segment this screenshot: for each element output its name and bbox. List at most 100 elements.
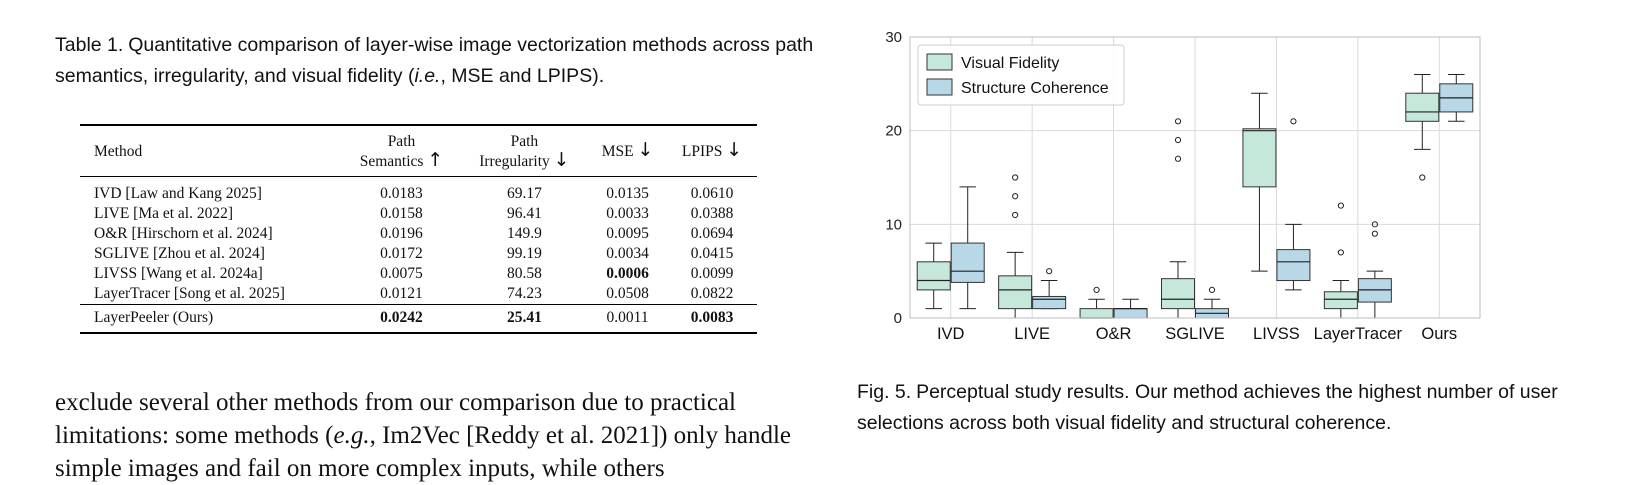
cell-lpips: 0.0822 — [690, 285, 734, 302]
cell-irregularity: 96.41 — [506, 205, 542, 222]
y-tick-label: 10 — [885, 216, 902, 233]
table-row: LayerTracer [Song et al. 2025] 0.0121 74… — [80, 284, 757, 305]
outlier-point — [1012, 174, 1019, 181]
x-tick-label: LayerTracer — [1314, 325, 1403, 343]
box-iqr — [1242, 128, 1277, 188]
cell-method: IVD [Law and Kang 2025] — [94, 185, 262, 202]
box-or-visual-fidelity — [1079, 286, 1114, 319]
boxes-layer — [916, 73, 1474, 319]
legend-frame — [917, 44, 1125, 106]
cell-semantics: 0.0172 — [380, 245, 423, 262]
cell-mse: 0.0508 — [606, 285, 649, 302]
up-arrow-icon: ↑ — [427, 148, 444, 171]
cell-irregularity: 149.9 — [506, 225, 542, 242]
box-iqr — [1405, 92, 1440, 122]
x-tick-label: LIVSS — [1253, 325, 1300, 343]
outlier-point — [1012, 193, 1019, 200]
cell-irregularity: 99.19 — [506, 245, 542, 262]
box-layertracer-structure-coherence — [1357, 221, 1392, 319]
cell-irregularity: 69.17 — [506, 185, 542, 202]
legend-label: Structure Coherence — [961, 80, 1109, 97]
table-caption-italic: i.e. — [414, 65, 441, 87]
table-header-row: Method Path Semantics ↑ Path Irregularit… — [80, 125, 757, 177]
x-tick-label: LIVE — [1014, 325, 1050, 343]
outlier-point — [1337, 249, 1344, 256]
header-path-irregularity-line2: Irregularity — [479, 152, 550, 170]
table-caption-text-a: Quantitative comparison of layer-wise im… — [55, 34, 814, 87]
legend-swatch — [926, 78, 953, 96]
box-sglive-structure-coherence — [1195, 286, 1229, 319]
box-ivd-structure-coherence — [950, 186, 985, 310]
outlier-point — [1046, 268, 1053, 275]
legend-label: Visual Fidelity — [961, 55, 1059, 72]
axes-layer: 0 10 20 30 IVD LIVE O&R SGLIVE LIVSS LayerTracer O… — [885, 29, 1481, 343]
cell-irregularity: 25.41 — [506, 308, 542, 326]
cell-lpips: 0.0610 — [690, 185, 734, 202]
down-arrow-icon: ↓ — [637, 139, 654, 161]
box-livss-structure-coherence — [1276, 118, 1311, 291]
header-path-irregularity: Path Irregularity ↓ — [461, 125, 588, 177]
header-lpips-label: LPIPS — [681, 143, 723, 160]
table-row: LIVSS [Wang et al. 2024a] 0.0075 80.58 0… — [80, 264, 757, 284]
header-path-irregularity-line1: Path — [510, 132, 539, 150]
box-iqr — [916, 261, 951, 291]
box-iqr — [1032, 295, 1067, 310]
y-tick-label: 0 — [894, 310, 902, 327]
body-paragraph: exclude several other methods from our c… — [55, 386, 815, 485]
outlier-point — [1012, 211, 1019, 219]
down-arrow-icon: ↓ — [553, 148, 570, 171]
cell-semantics: 0.0196 — [380, 225, 423, 242]
table-row: O&R [Hirschorn et al. 2024] 0.0196 149.9… — [80, 224, 757, 244]
cell-method: LIVSS [Wang et al. 2024a] — [94, 265, 263, 282]
down-arrow-icon: ↓ — [726, 139, 743, 161]
table-row: SGLIVE [Zhou et al. 2024] 0.0172 99.19 0… — [80, 244, 757, 264]
header-path-semantics: Path Semantics ↑ — [342, 125, 461, 177]
cell-method: SGLIVE [Zhou et al. 2024] — [94, 245, 265, 262]
outlier-point — [1174, 136, 1182, 144]
box-iqr — [1113, 308, 1148, 319]
cell-method: LIVE [Ma et al. 2022] — [94, 205, 234, 222]
cell-semantics: 0.0121 — [380, 285, 423, 302]
box-layertracer-visual-fidelity — [1323, 202, 1358, 319]
cell-semantics: 0.0158 — [380, 205, 423, 222]
box-sglive-visual-fidelity — [1161, 118, 1195, 319]
table-caption-text-b: , MSE and LPIPS). — [440, 65, 605, 87]
cell-semantics: 0.0183 — [380, 185, 423, 202]
box-or-structure-coherence — [1113, 298, 1148, 319]
cell-lpips: 0.0099 — [690, 265, 734, 282]
outlier-point — [1208, 286, 1216, 293]
cell-mse: 0.0006 — [606, 265, 649, 282]
header-lpips: LPIPS ↓ — [667, 125, 757, 177]
table-row-ours: LayerPeeler (Ours) 0.0242 25.41 0.0011 0… — [80, 304, 757, 333]
table-row: IVD [Law and Kang 2025] 0.0183 69.17 0.0… — [80, 177, 757, 205]
cell-lpips: 0.0694 — [690, 225, 734, 242]
outlier-point — [1290, 118, 1297, 125]
cell-method: O&R [Hirschorn et al. 2024] — [94, 225, 273, 242]
header-mse: MSE ↓ — [588, 125, 667, 177]
header-method: Method — [94, 142, 143, 160]
results-table: Method Path Semantics ↑ Path Irregularit… — [80, 124, 757, 334]
cell-mse: 0.0095 — [606, 225, 649, 242]
cell-irregularity: 74.23 — [506, 285, 542, 302]
legend: Visual Fidelity Structure Coherence — [917, 44, 1125, 106]
outlier-point — [1174, 155, 1182, 162]
box-livss-visual-fidelity — [1242, 92, 1277, 272]
outlier-point — [1337, 202, 1344, 209]
cell-lpips: 0.0083 — [690, 308, 734, 326]
box-ivd-visual-fidelity — [916, 242, 951, 310]
x-tick-label: IVD — [937, 325, 965, 343]
outlier-point — [1371, 230, 1378, 237]
box-ours-visual-fidelity — [1405, 73, 1440, 181]
cell-mse: 0.0033 — [606, 205, 649, 222]
outlier-point — [1174, 118, 1182, 125]
box-iqr — [998, 275, 1033, 310]
cell-semantics: 0.0242 — [380, 308, 423, 326]
box-iqr — [1323, 291, 1358, 310]
cell-mse: 0.0135 — [606, 185, 649, 202]
box-iqr — [950, 242, 985, 283]
cell-lpips: 0.0415 — [690, 245, 734, 262]
figure-caption-text: Perceptual study results. Our method ach… — [857, 381, 1558, 434]
figure-caption-label: Fig. 5. — [857, 381, 912, 403]
body-text-a: exclude several other methods from our c… — [55, 389, 737, 449]
outlier-point — [1371, 221, 1378, 228]
